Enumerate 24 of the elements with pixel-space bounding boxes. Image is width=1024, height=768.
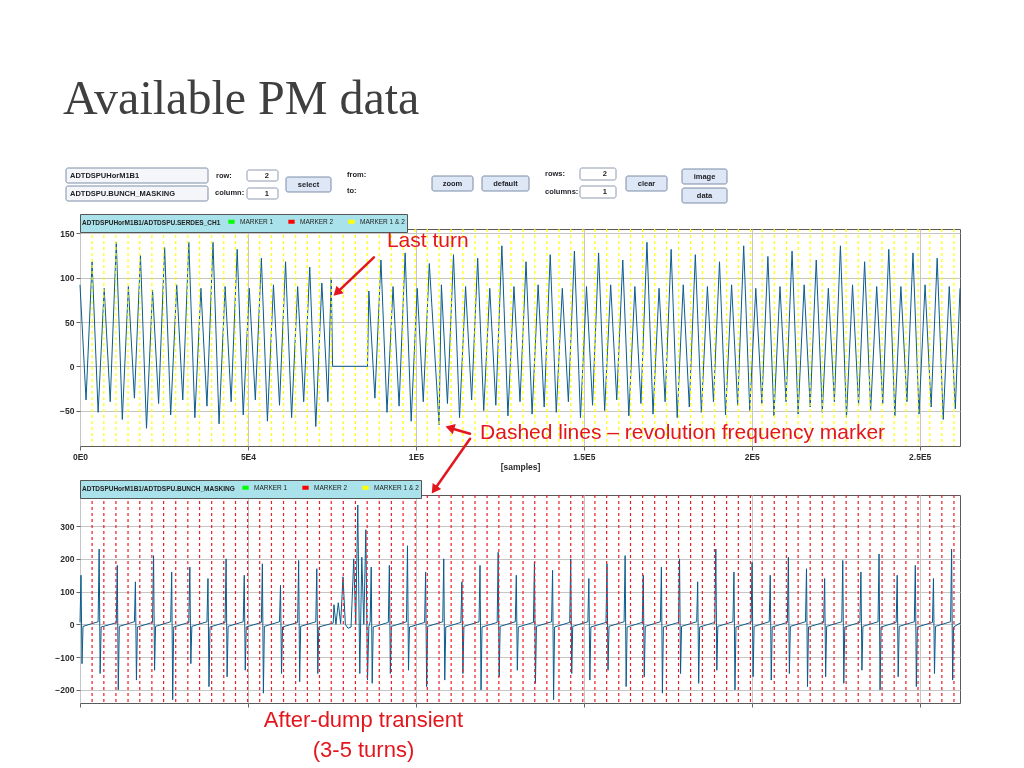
annotation: Last turn [386,228,469,252]
x-tick-label: 2.5E5 [909,451,932,462]
annotation: Dashed lines – revolution frequency marker [480,419,886,443]
y-tick-label: 100 [60,273,75,284]
y-tick-label: 200 [60,554,75,565]
y-tick-label: 0 [69,619,75,630]
x-tick-label: 1E5 [408,451,425,462]
y-tick-label: 50 [65,317,75,328]
chart-title: Available PM data [63,71,420,124]
x-tick-label: 0E0 [72,451,89,462]
y-tick-label: −100 [55,652,75,663]
x-tick-label: 1.5E5 [573,451,596,462]
text: (3-5 turns) [312,737,415,762]
x-tick-label: 5E4 [240,451,257,462]
text: After-dump transient [263,707,464,732]
x-tick-label: 2E5 [744,451,761,462]
y-tick-label: 300 [60,521,75,532]
y-tick-label: 0 [69,361,75,372]
y-tick-label: −200 [55,685,75,696]
y-tick-label: −50 [60,406,75,417]
x-axis-title: [samples] [500,462,541,472]
line-series [79,504,961,701]
y-tick-label: 150 [60,228,75,239]
y-tick-label: 100 [60,587,75,598]
